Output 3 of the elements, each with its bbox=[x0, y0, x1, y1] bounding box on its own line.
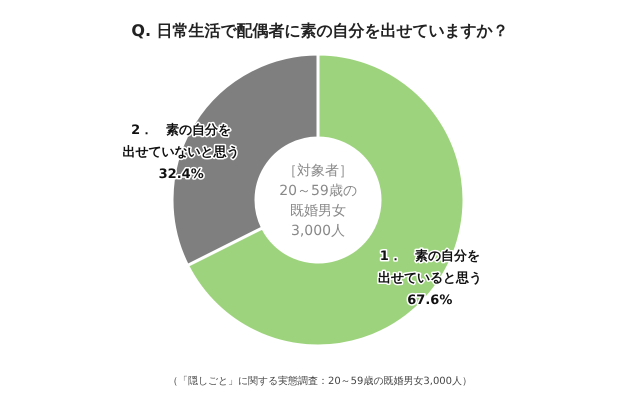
text: ［対象者］20～59歳の既婚男女3,000人 bbox=[279, 163, 357, 239]
chart-title: Q. 日常生活で配偶者に素の自分を出せていますか？ bbox=[131, 21, 509, 40]
text: （「隠しごと」に関する実態調査：20～59歳の既婚男女3,000人） bbox=[168, 375, 472, 387]
